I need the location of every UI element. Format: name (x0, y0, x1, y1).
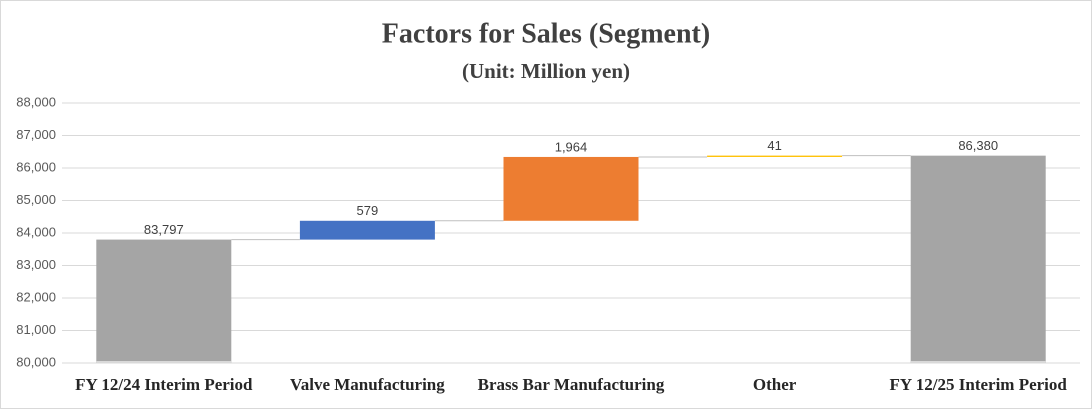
value-label: 579 (357, 203, 379, 218)
x-tick-label: FY 12/24 Interim Period (75, 375, 253, 394)
bar (96, 239, 232, 363)
x-tick-label: Other (753, 375, 797, 394)
x-tick-label: FY 12/25 Interim Period (890, 375, 1068, 394)
y-tick-label: 86,000 (16, 159, 56, 174)
chart-title: Factors for Sales (Segment) (382, 18, 710, 49)
bar (503, 156, 639, 221)
y-tick-label: 85,000 (16, 192, 56, 207)
y-tick-label: 88,000 (16, 94, 56, 109)
y-tick-label: 82,000 (16, 289, 56, 304)
y-tick-label: 83,000 (16, 257, 56, 272)
x-tick-label: Valve Manufacturing (290, 375, 445, 394)
y-tick-label: 81,000 (16, 322, 56, 337)
chart-subtitle: (Unit: Million yen) (462, 59, 630, 83)
value-label: 41 (767, 138, 781, 153)
y-tick-label: 84,000 (16, 224, 56, 239)
x-tick-label: Brass Bar Manufacturing (478, 375, 665, 394)
y-tick-label: 80,000 (16, 354, 56, 369)
bar (910, 155, 1046, 363)
value-label: 83,797 (144, 222, 184, 237)
bar (707, 155, 843, 157)
bar (299, 220, 435, 240)
y-tick-label: 87,000 (16, 127, 56, 142)
value-label: 86,380 (958, 138, 998, 153)
value-label: 1,964 (555, 139, 588, 154)
